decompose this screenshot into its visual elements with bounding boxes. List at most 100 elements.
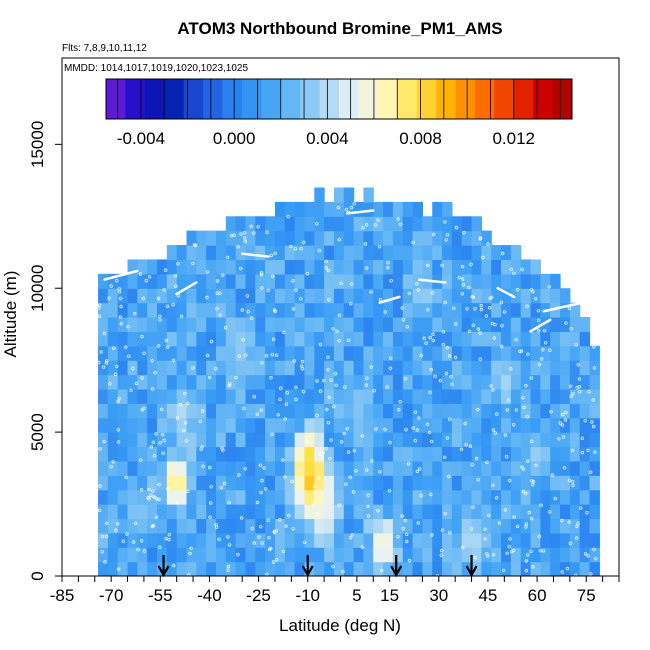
heat-cell bbox=[127, 561, 138, 576]
heat-cell bbox=[245, 547, 256, 563]
sample-point bbox=[467, 285, 471, 290]
sample-point bbox=[141, 296, 145, 301]
heat-cell bbox=[461, 475, 473, 491]
heat-cell bbox=[147, 446, 158, 462]
heat-cell bbox=[235, 489, 247, 505]
sample-point bbox=[260, 361, 264, 365]
heat-cell bbox=[274, 230, 286, 246]
heat-cell bbox=[343, 216, 355, 232]
heat-cell bbox=[166, 302, 178, 318]
heat-cell bbox=[186, 547, 197, 563]
sample-point bbox=[219, 485, 224, 490]
heat-cell bbox=[442, 475, 453, 491]
heat-cell bbox=[314, 532, 325, 548]
sample-point bbox=[185, 401, 190, 406]
heat-cell bbox=[392, 245, 404, 261]
heat-cell bbox=[510, 273, 522, 289]
sample-point bbox=[474, 456, 479, 461]
heat-cell bbox=[107, 360, 119, 376]
heat-cell bbox=[383, 432, 394, 448]
sample-point bbox=[205, 295, 209, 300]
heat-cell bbox=[569, 532, 581, 548]
heat-cell bbox=[432, 547, 443, 563]
heat-cell bbox=[215, 446, 227, 462]
heat-cell bbox=[255, 273, 266, 289]
flight-track bbox=[542, 301, 585, 313]
sample-point bbox=[558, 421, 562, 425]
heat-cell bbox=[235, 532, 247, 548]
heat-cell bbox=[215, 460, 227, 476]
heat-cell bbox=[343, 374, 355, 390]
sample-point bbox=[495, 496, 499, 500]
heat-cell bbox=[225, 518, 237, 534]
heat-cell bbox=[127, 504, 138, 520]
heat-cell bbox=[255, 245, 266, 261]
sample-point bbox=[589, 572, 593, 576]
sample-point bbox=[537, 318, 541, 322]
heat-cell bbox=[432, 417, 443, 433]
heat-cell bbox=[333, 504, 345, 520]
heat-cell bbox=[471, 288, 482, 304]
flights-note: Flts: 7,8,9,10,11,12 bbox=[62, 43, 147, 54]
heat-cell bbox=[412, 374, 424, 390]
heat-cell bbox=[304, 273, 315, 289]
heat-cell bbox=[392, 504, 404, 520]
colorbar-swatch bbox=[552, 79, 573, 119]
heat-cell bbox=[442, 547, 453, 563]
heat-cell bbox=[343, 388, 355, 404]
sample-point bbox=[113, 372, 118, 376]
heat-cell bbox=[294, 331, 306, 347]
heat-cell bbox=[530, 417, 541, 433]
heat-cell bbox=[353, 532, 365, 548]
sample-point bbox=[294, 385, 298, 390]
heat-cell bbox=[392, 475, 404, 491]
heat-cell bbox=[314, 360, 325, 376]
sample-point bbox=[489, 384, 493, 388]
sample-point bbox=[201, 464, 205, 469]
heat-cell bbox=[166, 259, 178, 275]
sample-point bbox=[208, 465, 212, 470]
sample-point bbox=[155, 497, 159, 501]
sample-point bbox=[389, 356, 393, 360]
heat-cell bbox=[520, 403, 532, 419]
sample-point bbox=[454, 225, 459, 230]
sample-point bbox=[284, 524, 288, 528]
sample-point bbox=[465, 307, 469, 311]
heat-cell bbox=[235, 504, 247, 520]
heat-cell bbox=[510, 345, 522, 361]
heat-cell bbox=[510, 360, 522, 376]
heat-cell bbox=[245, 230, 256, 246]
heat-cell bbox=[215, 561, 227, 576]
sample-point bbox=[245, 294, 250, 298]
heat-cell bbox=[550, 345, 561, 361]
heat-cell bbox=[550, 475, 561, 491]
heat-cell bbox=[510, 259, 522, 275]
heat-cell bbox=[324, 547, 335, 563]
sample-point bbox=[162, 288, 166, 292]
heat-cell bbox=[324, 403, 335, 419]
sample-point bbox=[547, 285, 551, 289]
heat-cell bbox=[471, 518, 482, 534]
heat-cell bbox=[186, 288, 197, 304]
heat-cell bbox=[127, 259, 138, 275]
heat-cell bbox=[333, 259, 345, 275]
heat-cell bbox=[166, 504, 178, 520]
heat-cell bbox=[510, 317, 522, 332]
sample-point bbox=[209, 339, 214, 344]
heat-cell bbox=[461, 388, 473, 404]
heat-cell bbox=[245, 317, 256, 332]
heat-cell bbox=[383, 317, 394, 332]
heat-cell bbox=[314, 245, 325, 261]
heat-cell bbox=[255, 547, 266, 563]
heat-cell bbox=[137, 288, 148, 304]
heat-cell bbox=[166, 475, 178, 491]
heat-cell bbox=[363, 302, 374, 318]
heat-cell bbox=[550, 532, 561, 548]
heat-cell bbox=[373, 273, 384, 289]
heat-cell bbox=[353, 446, 365, 462]
sample-point bbox=[397, 408, 401, 412]
heat-cell bbox=[373, 446, 384, 462]
heat-cell bbox=[117, 403, 129, 419]
heat-cell bbox=[107, 504, 119, 520]
heat-cell bbox=[215, 489, 227, 505]
